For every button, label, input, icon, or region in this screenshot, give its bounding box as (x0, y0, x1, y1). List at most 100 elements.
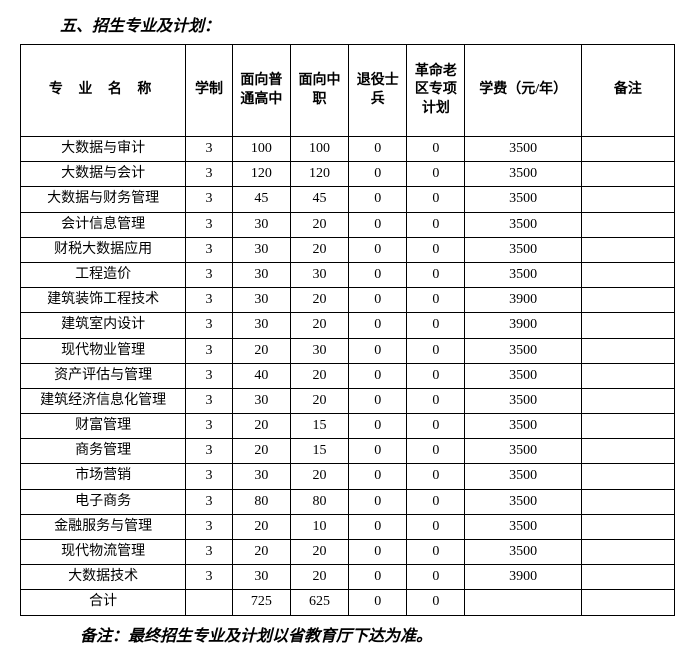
table-cell: 工程造价 (21, 262, 186, 287)
table-row: 资产评估与管理34020003500 (21, 363, 675, 388)
table-cell: 0 (349, 262, 407, 287)
table-cell: 0 (349, 338, 407, 363)
table-cell: 45 (290, 187, 348, 212)
table-cell: 120 (232, 162, 290, 187)
table-cell (581, 338, 674, 363)
table-cell: 3500 (465, 489, 581, 514)
table-row: 财税大数据应用33020003500 (21, 237, 675, 262)
table-cell: 3500 (465, 388, 581, 413)
table-cell: 30 (232, 288, 290, 313)
table-cell: 100 (232, 137, 290, 162)
table-cell: 45 (232, 187, 290, 212)
table-cell: 财富管理 (21, 414, 186, 439)
table-cell: 3 (186, 439, 233, 464)
table-cell: 0 (407, 313, 465, 338)
table-cell: 电子商务 (21, 489, 186, 514)
table-cell (581, 464, 674, 489)
section-title: 五、招生专业及计划： (60, 12, 675, 36)
table-cell: 0 (349, 363, 407, 388)
table-cell: 3500 (465, 414, 581, 439)
table-cell (581, 313, 674, 338)
table-cell: 20 (290, 313, 348, 338)
table-cell: 0 (407, 262, 465, 287)
table-row: 大数据与财务管理34545003500 (21, 187, 675, 212)
table-cell: 625 (290, 590, 348, 615)
header-duration: 学制 (186, 45, 233, 137)
table-cell: 0 (407, 565, 465, 590)
table-cell: 20 (232, 338, 290, 363)
table-cell (465, 590, 581, 615)
table-cell: 合计 (21, 590, 186, 615)
table-cell: 资产评估与管理 (21, 363, 186, 388)
table-row: 建筑装饰工程技术33020003900 (21, 288, 675, 313)
table-cell (581, 514, 674, 539)
table-cell: 30 (290, 338, 348, 363)
table-cell: 0 (349, 414, 407, 439)
table-row: 大数据技术33020003900 (21, 565, 675, 590)
table-cell: 30 (232, 388, 290, 413)
table-cell: 3 (186, 262, 233, 287)
table-cell: 现代物流管理 (21, 540, 186, 565)
table-cell: 3500 (465, 212, 581, 237)
table-cell: 市场营销 (21, 464, 186, 489)
table-cell: 3 (186, 187, 233, 212)
table-cell: 0 (349, 388, 407, 413)
table-cell: 40 (232, 363, 290, 388)
footer-note: 备注：最终招生专业及计划以省教育厅下达为准。 (80, 622, 675, 646)
table-cell: 0 (349, 212, 407, 237)
table-cell: 3500 (465, 237, 581, 262)
table-cell: 3900 (465, 288, 581, 313)
header-col-a: 面向普通高中 (232, 45, 290, 137)
table-cell: 20 (232, 439, 290, 464)
table-cell: 30 (232, 262, 290, 287)
table-cell: 0 (407, 237, 465, 262)
table-cell (581, 262, 674, 287)
table-cell: 3500 (465, 439, 581, 464)
table-cell (581, 489, 674, 514)
table-cell: 80 (290, 489, 348, 514)
table-cell: 0 (407, 288, 465, 313)
table-cell: 20 (290, 540, 348, 565)
table-cell: 0 (407, 137, 465, 162)
table-row: 现代物流管理32020003500 (21, 540, 675, 565)
table-cell: 0 (407, 187, 465, 212)
table-cell (581, 388, 674, 413)
table-cell: 3 (186, 464, 233, 489)
table-cell: 金融服务与管理 (21, 514, 186, 539)
table-cell: 30 (232, 237, 290, 262)
table-cell: 0 (407, 388, 465, 413)
table-cell: 20 (232, 514, 290, 539)
header-name: 专 业 名 称 (21, 45, 186, 137)
table-cell: 0 (349, 514, 407, 539)
table-row: 电子商务38080003500 (21, 489, 675, 514)
table-cell (581, 212, 674, 237)
header-col-d: 革命老区专项计划 (407, 45, 465, 137)
table-body: 大数据与审计3100100003500大数据与会计3120120003500大数… (21, 137, 675, 616)
table-cell: 3 (186, 313, 233, 338)
table-cell (581, 288, 674, 313)
table-cell: 财税大数据应用 (21, 237, 186, 262)
table-cell: 0 (349, 288, 407, 313)
table-cell: 0 (349, 162, 407, 187)
table-cell: 0 (407, 489, 465, 514)
table-cell: 3500 (465, 162, 581, 187)
header-col-b: 面向中职 (290, 45, 348, 137)
table-cell: 30 (232, 464, 290, 489)
table-cell: 0 (407, 464, 465, 489)
table-cell: 30 (232, 313, 290, 338)
table-cell: 30 (232, 565, 290, 590)
table-cell (581, 565, 674, 590)
table-cell: 3500 (465, 464, 581, 489)
table-cell: 20 (232, 540, 290, 565)
table-cell (581, 590, 674, 615)
table-cell: 商务管理 (21, 439, 186, 464)
table-cell: 大数据与审计 (21, 137, 186, 162)
header-fee: 学费（元/年） (465, 45, 581, 137)
table-cell: 0 (349, 439, 407, 464)
table-cell (581, 439, 674, 464)
table-cell: 0 (349, 464, 407, 489)
table-cell: 3 (186, 137, 233, 162)
table-row: 市场营销33020003500 (21, 464, 675, 489)
header-col-c: 退役士兵 (349, 45, 407, 137)
table-cell: 0 (407, 590, 465, 615)
